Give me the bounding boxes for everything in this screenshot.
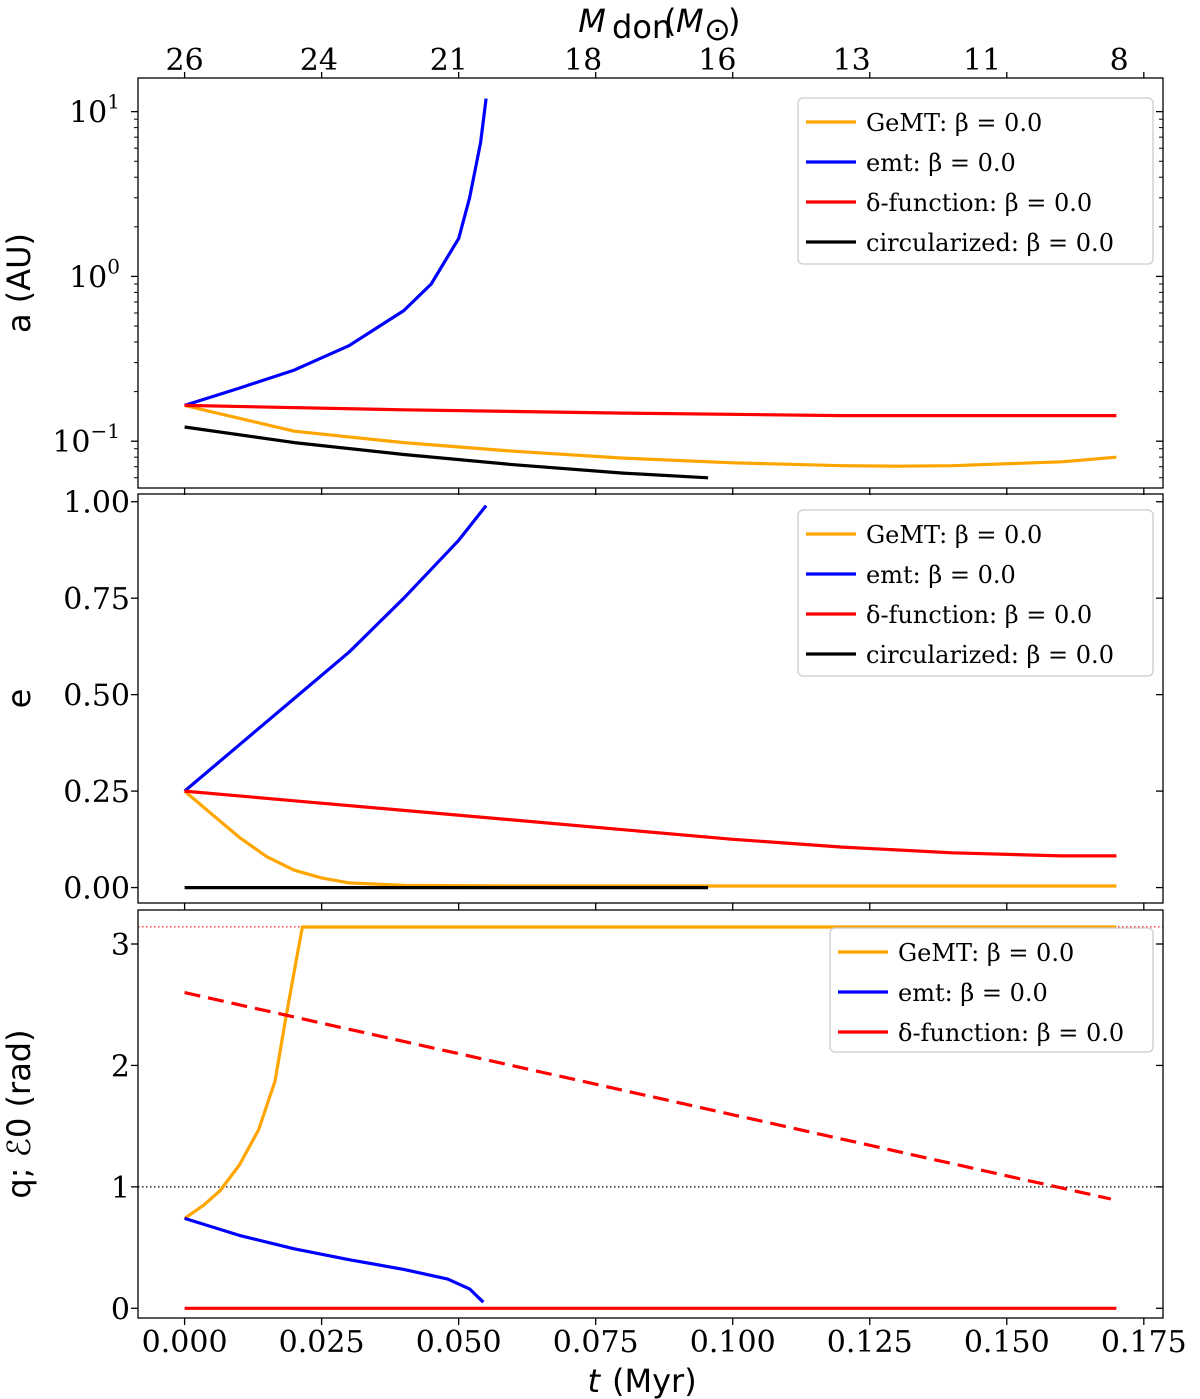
series-line-a-1: [184, 98, 488, 407]
xtick-label-0: 0.000: [142, 1325, 228, 1360]
ylabel-q: q; ℰ0 (rad): [0, 1029, 38, 1198]
legend-q: GeMT: β = 0.0 emt: β = 0.0 δ-function: β =…: [829, 927, 1154, 1053]
svg-text:⊙: ⊙: [704, 10, 731, 48]
svg-text:): ): [728, 2, 740, 40]
series-line-a-2: [184, 403, 1117, 418]
xtick-label-6: 0.150: [964, 1325, 1050, 1360]
legend-label-a-2: δ-function: β = 0.0: [866, 189, 1092, 217]
top-tick-label-3: 18: [564, 43, 602, 78]
ytick-label-e-1: 0.25: [63, 775, 130, 810]
top-tick-label-1: 24: [300, 43, 338, 78]
ytick-label-e-2: 0.50: [63, 679, 130, 714]
ytick-label-e-3: 0.75: [63, 582, 130, 617]
legend-label-a-1: emt: β = 0.0: [866, 149, 1016, 177]
ytick-label-a-1: 100: [69, 254, 120, 295]
panel-frame-q: [137, 909, 1164, 1319]
legend-label-e-3: circularized: β = 0.0: [866, 641, 1114, 669]
ytick-label-a-0: 10−1: [52, 419, 120, 460]
top-tick-label-2: 21: [430, 43, 468, 78]
ytick-label-a-2: 101: [69, 90, 120, 131]
svg-text:don: don: [612, 8, 672, 46]
top-axis-label: M don ( M ⊙ ): [578, 2, 740, 48]
series-line-a-0: [184, 403, 1117, 468]
ytick-label-q-0: 0: [111, 1292, 130, 1327]
series-line-q-0: [183, 925, 1117, 1220]
ytick-label-q-1: 1: [111, 1171, 130, 1206]
panel-frame-a: [137, 77, 1164, 489]
legend-frame-e: [797, 509, 1154, 677]
top-tick-label-5: 13: [833, 43, 871, 78]
series-line-a-3: [184, 425, 709, 480]
svg-text:M: M: [578, 2, 606, 40]
legend-label-q-1: emt: β = 0.0: [898, 979, 1048, 1007]
legend-label-e-1: emt: β = 0.0: [866, 561, 1016, 589]
legend-a: GeMT: β = 0.0 emt: β = 0.0 δ-function: β =…: [797, 97, 1154, 265]
series-line-q-1: [184, 1216, 485, 1304]
svg-text:t: t: [587, 1362, 601, 1399]
series-line-q-3: [184, 991, 1112, 1201]
ylabel-e: e: [0, 689, 38, 709]
xtick-label-4: 0.100: [690, 1325, 776, 1360]
legend-label-e-2: δ-function: β = 0.0: [866, 601, 1092, 629]
series-line-e-2: [184, 789, 1117, 858]
xtick-label-1: 0.025: [279, 1325, 365, 1360]
ytick-label-q-2: 2: [111, 1049, 130, 1084]
legend-label-q-2: δ-function: β = 0.0: [898, 1019, 1124, 1047]
xtick-label-2: 0.050: [416, 1325, 502, 1360]
panel-q: 0 1 2 3 q; ℰ0 (rad) GeMT: β = 0.0 emt: β = 0.0…: [0, 909, 1164, 1327]
legend-label-a-3: circularized: β = 0.0: [866, 229, 1114, 257]
ytick-label-e-4: 1.00: [63, 486, 130, 521]
ytick-label-e-0: 0.00: [63, 872, 130, 907]
panel-a: 10−1 100 101 a (AU) GeMT: β = 0.0 emt: β = 0.…: [0, 72, 1164, 495]
top-tick-label-7: 8: [1110, 43, 1129, 78]
legend-label-q-0: GeMT: β = 0.0: [898, 939, 1074, 967]
top-tick-label-0: 26: [165, 43, 203, 78]
legend-frame-q: [829, 927, 1154, 1053]
top-tick-label-4: 16: [698, 43, 736, 78]
ytick-label-q-3: 3: [111, 928, 130, 963]
xtick-label-7: 0.175: [1101, 1325, 1187, 1360]
top-tick-label-6: 11: [963, 43, 1001, 78]
ylabel-a: a (AU): [0, 233, 38, 333]
xtick-label-3: 0.075: [553, 1325, 639, 1360]
legend-label-e-0: GeMT: β = 0.0: [866, 521, 1042, 549]
svg-text:M: M: [676, 2, 704, 40]
series-line-e-0: [183, 789, 1117, 888]
panel-frame-e: [137, 493, 1164, 904]
xtick-label-5: 0.125: [827, 1325, 913, 1360]
legend-e: GeMT: β = 0.0 emt: β = 0.0 δ-function: β =…: [797, 509, 1154, 677]
legend-label-a-0: GeMT: β = 0.0: [866, 109, 1042, 137]
series-line-e-1: [183, 504, 488, 793]
bottom-axis-label: t (Myr): [587, 1362, 696, 1399]
svg-text:(Myr): (Myr): [612, 1362, 697, 1399]
panel-e: 0.00 0.25 0.50 0.75 1.00 e GeMT: β = 0.0 emt: β…: [0, 486, 1164, 910]
legend-frame-a: [797, 97, 1154, 265]
svg-text:(: (: [664, 2, 676, 40]
